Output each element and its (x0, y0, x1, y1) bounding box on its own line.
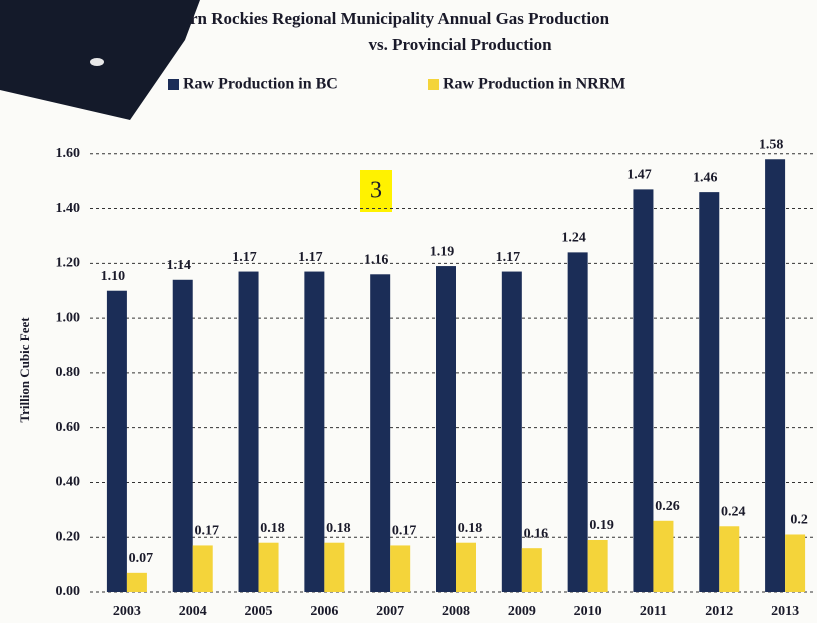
x-tick-label: 2009 (508, 604, 536, 619)
x-tick-label: 2008 (442, 604, 470, 619)
value-label: 1.46 (693, 170, 718, 185)
value-label: 0.16 (524, 526, 549, 541)
value-label: 0.18 (458, 521, 483, 536)
x-tick-label: 2013 (771, 604, 799, 619)
bar (521, 548, 542, 592)
value-label: 1.47 (627, 168, 652, 183)
value-label: 1.17 (298, 250, 323, 265)
y-tick-label: 1.60 (56, 146, 81, 161)
y-tick-label: 1.20 (56, 256, 81, 271)
bar (390, 545, 411, 592)
annotation-box (360, 170, 392, 212)
x-tick-label: 2003 (113, 604, 141, 619)
legend-swatch (168, 79, 179, 90)
y-tick-label: 0.20 (56, 529, 81, 544)
bar (653, 520, 674, 592)
legend-label: Raw Production in NRRM (443, 76, 625, 93)
bar (304, 271, 325, 592)
value-label: 0.19 (589, 518, 614, 533)
value-label: 0.07 (129, 551, 154, 566)
bar (587, 539, 608, 592)
y-tick-label: 1.40 (56, 201, 81, 216)
bar (106, 290, 127, 592)
value-label: 0.18 (260, 521, 285, 536)
bar (370, 274, 391, 592)
value-label: 0.24 (721, 504, 746, 519)
value-label: 0.26 (655, 499, 680, 514)
value-label: 1.17 (496, 250, 521, 265)
bar (501, 271, 522, 592)
bar (324, 542, 345, 592)
bar (719, 526, 740, 592)
chart-title: rn Rockies Regional Municipality Annual … (190, 9, 610, 28)
legend-label: Raw Production in BC (183, 76, 338, 93)
bar (765, 159, 786, 592)
x-tick-label: 2010 (574, 604, 602, 619)
value-label: 0.17 (392, 524, 417, 539)
y-tick-label: 0.80 (56, 365, 81, 380)
y-axis-label: Trillion Cubic Feet (17, 317, 32, 423)
value-label: 1.14 (166, 258, 191, 273)
photo-logo (90, 58, 104, 66)
x-tick-label: 2011 (640, 604, 667, 619)
value-label: 1.17 (232, 250, 257, 265)
bar (436, 266, 456, 592)
bar (785, 534, 806, 592)
y-tick-label: 0.40 (56, 475, 81, 490)
x-tick-label: 2005 (245, 604, 273, 619)
y-tick-label: 0.00 (56, 584, 81, 599)
bar (456, 542, 476, 592)
legend-swatch (428, 79, 439, 90)
bar (172, 279, 193, 592)
annotation: 3 (370, 178, 382, 204)
value-label: 0.2 (790, 513, 808, 528)
value-label: 0.17 (194, 524, 219, 539)
value-label: 1.10 (101, 269, 126, 284)
x-tick-label: 2006 (310, 604, 338, 619)
bar (567, 252, 588, 592)
chart-subtitle: vs. Provincial Production (368, 35, 552, 54)
bar (633, 189, 654, 592)
value-label: 1.24 (561, 231, 586, 246)
bar (126, 572, 147, 592)
y-tick-label: 0.60 (56, 420, 81, 435)
value-label: 1.58 (759, 137, 784, 152)
value-label: 1.16 (364, 253, 389, 268)
value-label: 0.18 (326, 521, 351, 536)
bar (258, 542, 279, 592)
bar (192, 545, 213, 592)
x-tick-label: 2012 (705, 604, 733, 619)
x-tick-label: 2007 (376, 604, 404, 619)
value-label: 1.19 (430, 244, 455, 259)
bar (238, 271, 259, 592)
x-tick-label: 2004 (179, 604, 207, 619)
y-tick-label: 1.00 (56, 310, 81, 325)
bar (699, 192, 720, 592)
